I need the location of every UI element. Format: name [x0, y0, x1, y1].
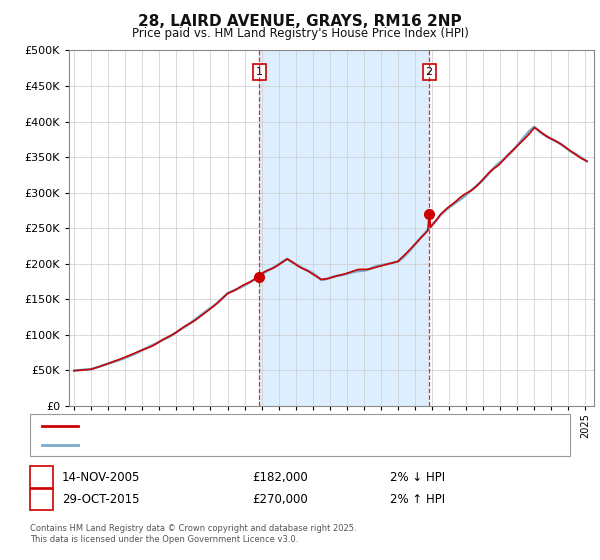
Bar: [259, 50, 429, 406]
Text: 1: 1: [256, 67, 263, 77]
Text: 1: 1: [38, 470, 45, 484]
Text: £182,000: £182,000: [252, 470, 308, 484]
Text: Price paid vs. HM Land Registry's House Price Index (HPI): Price paid vs. HM Land Registry's House …: [131, 27, 469, 40]
Text: £270,000: £270,000: [252, 493, 308, 506]
Text: 28, LAIRD AVENUE, GRAYS, RM16 2NP (semi-detached house): 28, LAIRD AVENUE, GRAYS, RM16 2NP (semi-…: [87, 421, 424, 431]
Text: 2% ↑ HPI: 2% ↑ HPI: [390, 493, 445, 506]
Text: 28, LAIRD AVENUE, GRAYS, RM16 2NP: 28, LAIRD AVENUE, GRAYS, RM16 2NP: [138, 14, 462, 29]
Text: 29-OCT-2015: 29-OCT-2015: [62, 493, 139, 506]
Text: 2: 2: [38, 493, 45, 506]
Text: 2: 2: [425, 67, 433, 77]
Text: HPI: Average price, semi-detached house, Thurrock: HPI: Average price, semi-detached house,…: [87, 440, 367, 450]
Text: 2% ↓ HPI: 2% ↓ HPI: [390, 470, 445, 484]
Text: 14-NOV-2005: 14-NOV-2005: [62, 470, 140, 484]
Text: Contains HM Land Registry data © Crown copyright and database right 2025.
This d: Contains HM Land Registry data © Crown c…: [30, 524, 356, 544]
